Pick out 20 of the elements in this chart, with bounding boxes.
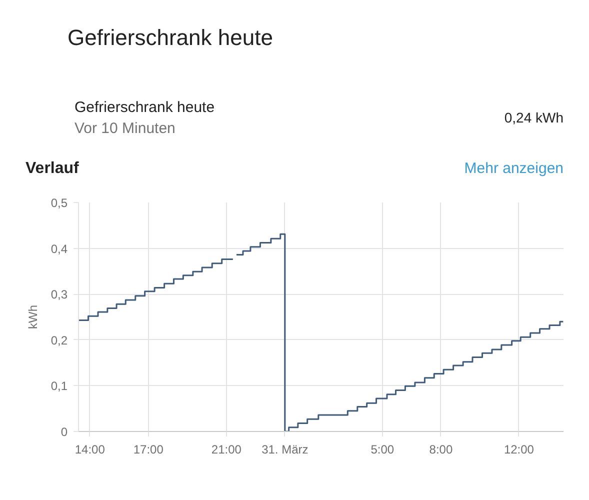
y-tick-label: 0,2 (50, 333, 68, 348)
chart-title: Gefrierschrank heute (74, 99, 215, 116)
x-tick-label: 14:00 (74, 442, 106, 456)
y-tick-label: 0,3 (50, 288, 68, 302)
x-tick-label: 17:00 (133, 442, 164, 456)
y-tick-label: 0 (60, 425, 68, 439)
text: 0,24 kWh (504, 110, 564, 126)
y-tick-label: 0,5 (50, 196, 68, 210)
y-tick-label: 0,1 (50, 379, 68, 394)
x-tick-label: 12:00 (504, 442, 534, 456)
y-tick-label: 0,4 (50, 242, 68, 256)
x-tick-label: 21:00 (211, 442, 242, 456)
chart-subtitle: Verlauf (26, 160, 80, 177)
x-tick-label: 5:00 (370, 442, 394, 456)
x-tick-label: 31. März (262, 442, 308, 456)
text: Mehr anzeigen (464, 160, 564, 177)
text: Gefrierschrank heute (68, 25, 273, 50)
y-axis-title: kWh (26, 305, 40, 329)
x-tick-label: 8:00 (429, 442, 453, 456)
text: Vor 10 Minuten (74, 120, 176, 137)
